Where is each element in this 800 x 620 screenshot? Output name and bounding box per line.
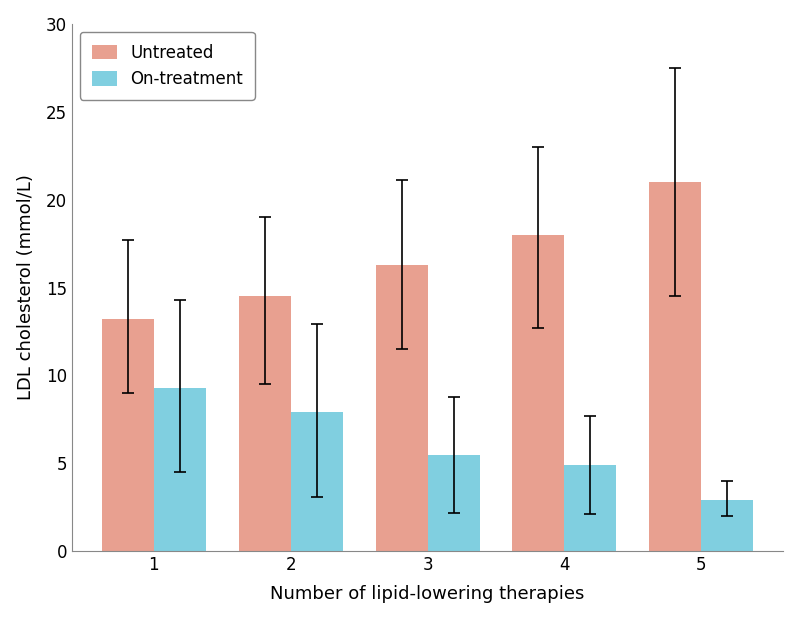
Bar <box>375 265 427 551</box>
Bar <box>564 465 616 551</box>
Bar <box>702 500 754 551</box>
Bar <box>154 388 206 551</box>
Bar <box>238 296 290 551</box>
Legend: Untreated, On-treatment: Untreated, On-treatment <box>80 32 254 100</box>
Bar <box>650 182 702 551</box>
Bar <box>102 319 154 551</box>
Y-axis label: LDL cholesterol (mmol/L): LDL cholesterol (mmol/L) <box>17 175 34 401</box>
Bar <box>427 454 479 551</box>
X-axis label: Number of lipid-lowering therapies: Number of lipid-lowering therapies <box>270 585 585 603</box>
Bar <box>290 412 342 551</box>
Bar <box>512 235 564 551</box>
